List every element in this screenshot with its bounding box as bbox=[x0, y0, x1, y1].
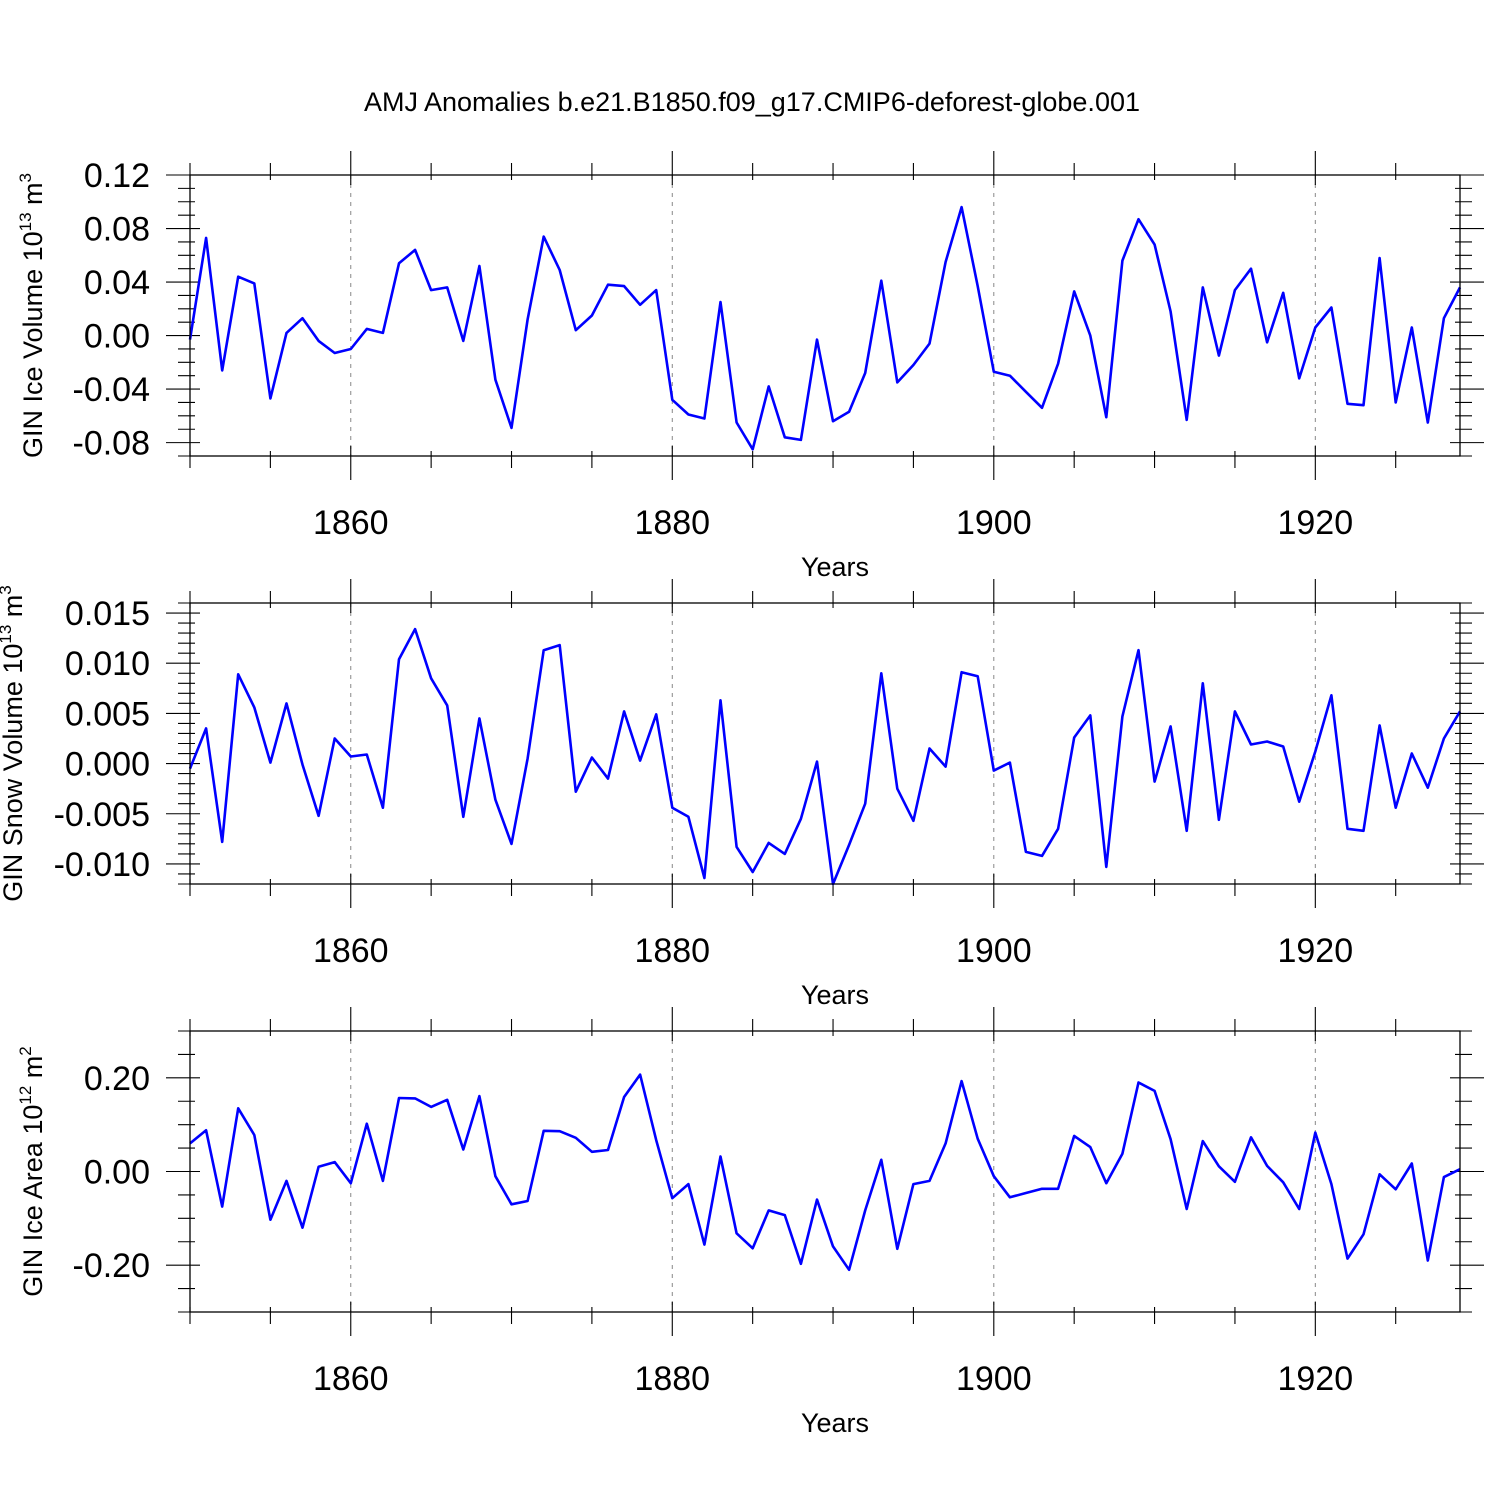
series-line bbox=[188, 627, 1462, 886]
x-tick-label: 1880 bbox=[634, 1360, 710, 1398]
series-line bbox=[188, 205, 1462, 451]
x-tick-label: 1880 bbox=[634, 504, 710, 542]
x-tick-label: 1900 bbox=[956, 504, 1032, 542]
y-label-text: GIN Ice Area 10 bbox=[18, 1105, 48, 1297]
x-tick-label: 1860 bbox=[313, 932, 389, 970]
y-tick-label: 0.12 bbox=[84, 157, 150, 195]
x-tick-label: 1920 bbox=[1277, 1360, 1353, 1398]
x-tick-label: 1860 bbox=[313, 1360, 389, 1398]
y-label-exponent: 3 bbox=[16, 173, 35, 182]
x-tick-label: 1880 bbox=[634, 932, 710, 970]
plot-frame bbox=[189, 602, 1461, 885]
y-tick-label: 0.000 bbox=[65, 746, 150, 784]
x-axis-label: Years bbox=[801, 552, 869, 582]
y-tick-label: 0.00 bbox=[84, 1154, 150, 1192]
x-axis-label: Years bbox=[801, 980, 869, 1010]
panel-snow-volume: 1860 1880 1900 1920 -0.010 -0.005 0.000 0.005 0.… bbox=[0, 579, 1484, 1010]
y-label-text: GIN Snow Volume 10 bbox=[0, 644, 28, 902]
y-label-text: m bbox=[0, 595, 28, 625]
y-tick-label: -0.04 bbox=[73, 371, 151, 409]
x-tick-label: 1900 bbox=[956, 1360, 1032, 1398]
y-axis-label: GIN Ice Volume 1013 m3 bbox=[16, 173, 48, 458]
x-tick-label: 1920 bbox=[1277, 932, 1353, 970]
figure-title: AMJ Anomalies b.e21.B1850.f09_g17.CMIP6-… bbox=[364, 87, 1140, 117]
plot-frame bbox=[189, 174, 1461, 457]
y-tick-label: 0.08 bbox=[84, 211, 150, 249]
y-tick-label: -0.20 bbox=[73, 1247, 151, 1285]
plot-frame bbox=[189, 1030, 1461, 1313]
x-tick-label: 1900 bbox=[956, 932, 1032, 970]
x-tick-label: 1920 bbox=[1277, 504, 1353, 542]
y-label-text: m bbox=[18, 1056, 48, 1086]
y-label-text: GIN Ice Volume 10 bbox=[18, 231, 48, 458]
y-tick-label: 0.00 bbox=[84, 318, 150, 356]
y-tick-label: 0.010 bbox=[65, 645, 150, 683]
series-line bbox=[189, 1073, 1461, 1272]
y-tick-label: 0.20 bbox=[84, 1060, 150, 1098]
y-label-exponent: 13 bbox=[0, 625, 15, 644]
y-tick-label: 0.005 bbox=[65, 695, 150, 733]
y-label-exponent: 2 bbox=[16, 1046, 35, 1055]
y-label-text: m bbox=[18, 182, 48, 212]
y-tick-label: 0.015 bbox=[65, 595, 150, 633]
y-tick-label: -0.005 bbox=[54, 796, 150, 834]
x-tick-label: 1860 bbox=[313, 504, 389, 542]
y-axis-label: GIN Ice Area 1012 m2 bbox=[16, 1046, 48, 1297]
y-label-exponent: 3 bbox=[0, 585, 15, 594]
y-tick-label: -0.08 bbox=[73, 425, 151, 463]
y-tick-label: 0.04 bbox=[84, 264, 150, 302]
x-axis-label: Years bbox=[801, 1408, 869, 1438]
y-axis-label: GIN Snow Volume 1013 m3 bbox=[0, 585, 28, 902]
panel-ice-volume: 1860 1880 1900 1920 -0.08 -0.04 0.00 0.04 0.08 0.… bbox=[16, 151, 1484, 582]
y-tick-label: -0.010 bbox=[54, 846, 150, 884]
y-label-exponent: 13 bbox=[16, 212, 35, 231]
panel-ice-area: 1860 1880 1900 1920 -0.20 0.00 0.20 Years GIN Ic… bbox=[16, 1007, 1484, 1438]
y-label-exponent: 12 bbox=[16, 1086, 35, 1105]
